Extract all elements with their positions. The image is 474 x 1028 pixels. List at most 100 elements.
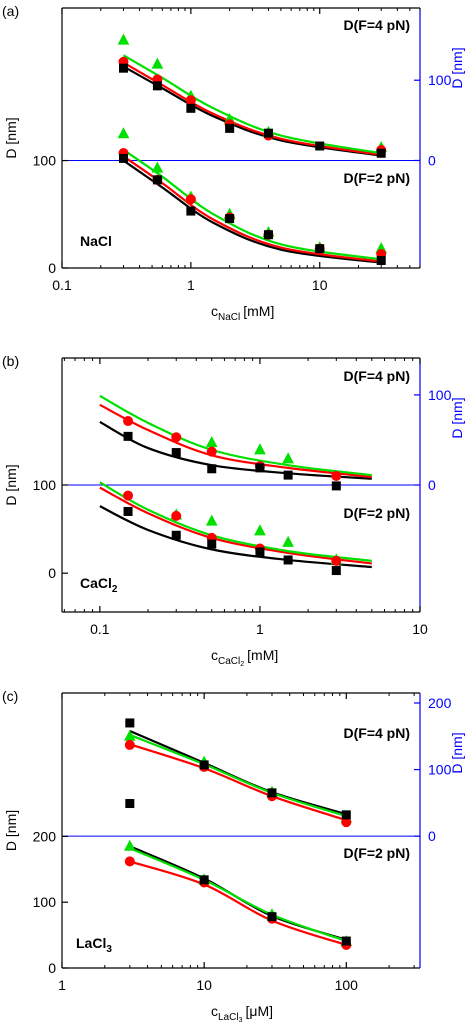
fit-line — [129, 847, 347, 943]
marker — [152, 81, 162, 91]
annotation: D(F=2 pN) — [344, 170, 411, 186]
marker — [151, 161, 164, 173]
marker — [376, 255, 386, 265]
marker — [283, 470, 293, 480]
x-tick-label: 0.1 — [52, 277, 72, 293]
fit-line — [122, 148, 382, 261]
marker — [207, 539, 217, 549]
y2-tick-label: 0 — [428, 152, 436, 168]
fit-line — [122, 61, 382, 156]
marker — [123, 431, 133, 441]
marker — [151, 57, 164, 69]
marker — [199, 760, 209, 770]
text-part: NaCl — [80, 233, 112, 249]
text-part: NaCl — [218, 312, 240, 323]
y-tick-label: 0 — [48, 960, 56, 976]
marker — [205, 514, 218, 526]
text-part: 2 — [112, 584, 118, 595]
x-tick-label: 1 — [187, 277, 195, 293]
text-part: 3 — [106, 944, 112, 955]
salt-label: CaCl2 — [80, 575, 118, 595]
marker — [125, 799, 135, 809]
marker — [185, 95, 196, 106]
fit-line — [99, 486, 372, 565]
y-axis-label: D [nm] — [3, 117, 19, 158]
fit-line — [129, 845, 347, 941]
text-part: c — [211, 1003, 218, 1019]
marker — [341, 936, 351, 946]
panel-label: (a) — [2, 3, 19, 19]
annotation: D(F=2 pN) — [344, 845, 411, 861]
marker — [118, 63, 128, 73]
x-tick-label: 0.1 — [90, 621, 110, 637]
y-tick-label: 100 — [33, 153, 57, 169]
annotation: D(F=4 pN) — [344, 368, 411, 384]
marker — [267, 912, 277, 922]
text-part: c — [211, 647, 218, 663]
marker — [283, 555, 293, 565]
y-tick-label: 200 — [33, 828, 57, 844]
marker — [123, 506, 133, 516]
marker — [331, 470, 342, 481]
fit-line — [99, 403, 372, 478]
salt-label: LaCl3 — [76, 935, 112, 955]
marker — [263, 128, 273, 138]
x-tick-label: 1 — [58, 977, 66, 993]
marker — [331, 555, 342, 566]
marker — [125, 718, 135, 728]
y2-axis-label: D [nm] — [449, 397, 465, 438]
marker — [255, 463, 265, 473]
x-tick-label: 10 — [312, 277, 328, 293]
plot-area — [99, 394, 372, 576]
text-part: LaCl — [218, 1012, 239, 1023]
marker — [123, 839, 136, 851]
y2-tick-label: 100 — [428, 72, 452, 88]
x-tick-label: 100 — [335, 977, 359, 993]
plot-area — [123, 718, 353, 950]
fit-line — [99, 481, 372, 562]
text-part: c — [211, 303, 218, 319]
text-part: [μM] — [245, 1003, 273, 1019]
text-part: [mM] — [247, 647, 278, 663]
marker — [152, 175, 162, 185]
marker — [376, 148, 386, 158]
marker — [282, 452, 294, 464]
marker — [186, 206, 196, 216]
annotation: D(F=4 pN) — [344, 17, 411, 33]
annotation: D(F=2 pN) — [344, 505, 411, 521]
panel-label: (b) — [2, 353, 19, 369]
marker — [207, 464, 217, 474]
fit-line — [129, 729, 347, 816]
marker — [171, 448, 181, 458]
marker — [225, 214, 235, 224]
y2-tick-label: 100 — [428, 387, 452, 403]
x-tick-label: 10 — [412, 621, 428, 637]
marker — [282, 535, 294, 547]
text-part: CaCl — [80, 575, 112, 591]
marker — [267, 788, 277, 798]
marker — [225, 123, 235, 133]
marker — [206, 446, 217, 457]
y-axis-label: D [nm] — [3, 464, 19, 505]
marker — [186, 103, 196, 113]
x-axis-label: cLaCl3[μM] — [211, 1003, 273, 1024]
marker — [117, 33, 130, 45]
marker — [123, 490, 134, 501]
y-tick-label: 100 — [33, 477, 57, 493]
marker — [124, 739, 135, 750]
text-part: 2 — [240, 661, 244, 668]
marker — [315, 244, 325, 254]
marker — [254, 524, 266, 536]
x-axis-label: cCaCl2[mM] — [211, 647, 278, 668]
salt-label: NaCl — [80, 233, 112, 249]
y2-axis-label: D [nm] — [449, 732, 465, 773]
fit-line — [122, 65, 382, 157]
fit-line — [99, 505, 372, 569]
fit-line — [122, 155, 382, 263]
y2-tick-label: 200 — [428, 695, 452, 711]
fit-line — [129, 860, 347, 947]
fit-line — [129, 743, 347, 822]
marker — [185, 194, 196, 205]
marker — [118, 153, 128, 163]
y-tick-label: 100 — [33, 894, 57, 910]
